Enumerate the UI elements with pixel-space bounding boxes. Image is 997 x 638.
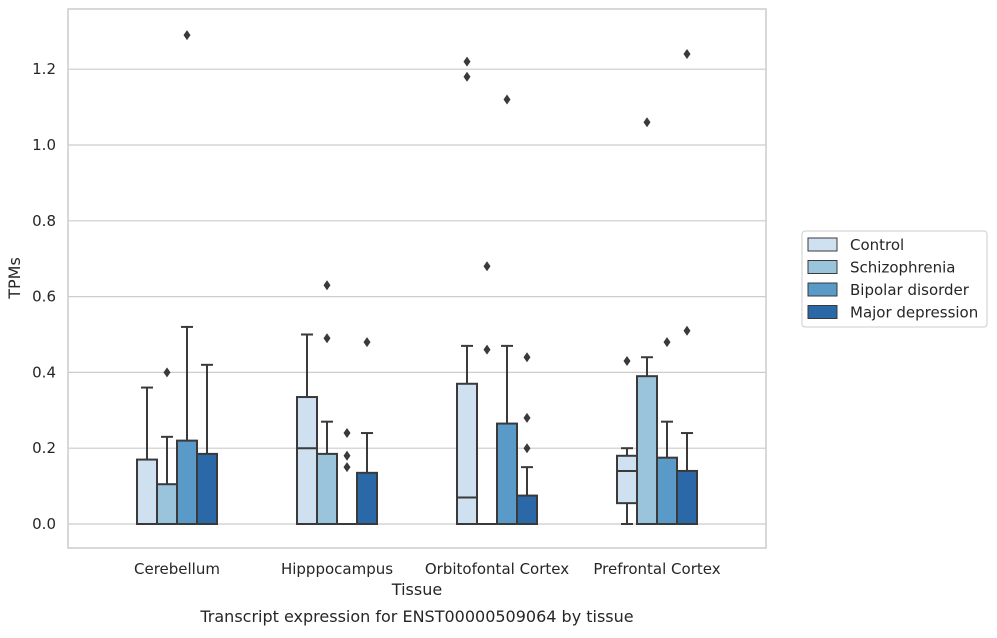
x-tick-label: Orbitofontal Cortex	[425, 560, 569, 578]
box-body	[457, 384, 477, 524]
box-body	[177, 441, 197, 524]
legend-swatch	[808, 261, 837, 274]
box-body	[157, 484, 177, 524]
y-axis-ticks: 0.0 0.2 0.4 0.6 0.8 1.0 1.2	[32, 60, 56, 533]
chart-caption: Transcript expression for ENST0000050906…	[199, 607, 633, 626]
y-tick-label: 1.0	[32, 136, 56, 154]
x-tick-label: Prefrontal Cortex	[593, 560, 720, 578]
y-axis-label: TPMs	[5, 257, 24, 300]
legend-entry: Control	[850, 236, 904, 254]
box-body	[137, 460, 157, 524]
y-tick-label: 0.8	[32, 212, 56, 230]
box-body	[197, 454, 217, 524]
legend: Control Schizophrenia Bipolar disorder Majo…	[802, 231, 987, 327]
legend-swatch	[808, 306, 837, 319]
legend-swatch	[808, 283, 837, 296]
x-axis-ticks: Cerebellum Hipppocampus Orbitofontal Corte…	[134, 560, 721, 578]
box-body	[317, 454, 337, 524]
x-tick-label: Hipppocampus	[281, 560, 393, 578]
y-tick-label: 0.0	[32, 515, 56, 533]
x-tick-label: Cerebellum	[134, 560, 220, 578]
box-body	[297, 397, 317, 524]
box-body	[657, 458, 677, 524]
box-body	[517, 496, 537, 524]
x-axis-label: Tissue	[391, 580, 442, 599]
legend-swatch	[808, 238, 837, 251]
y-tick-label: 1.2	[32, 60, 56, 78]
box-body	[677, 471, 697, 524]
y-tick-label: 0.2	[32, 439, 56, 457]
legend-entry: Schizophrenia	[850, 259, 955, 277]
box-body	[357, 473, 377, 524]
box-body	[637, 376, 657, 524]
box-body	[497, 424, 517, 524]
legend-entry: Bipolar disorder	[850, 281, 970, 299]
box-body	[617, 456, 637, 503]
y-tick-label: 0.4	[32, 363, 56, 381]
y-tick-label: 0.6	[32, 288, 56, 306]
legend-entry: Major depression	[850, 304, 978, 322]
